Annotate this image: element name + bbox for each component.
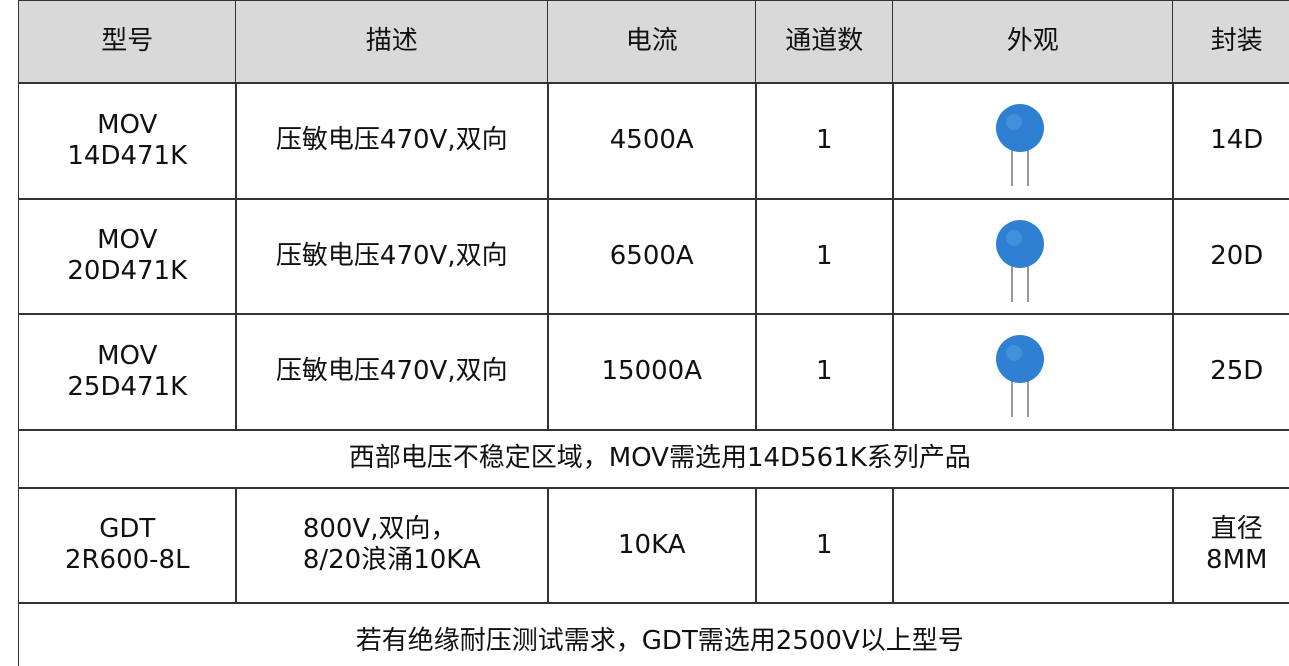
component-image	[996, 335, 1044, 417]
table-cell: 1	[755, 82, 894, 200]
cell-text: 电流	[625, 26, 678, 57]
cell-text: 若有绝缘耐压测试需求，GDT需选用2500V以上型号	[355, 626, 964, 657]
cell-text: 25D	[1210, 356, 1264, 387]
table-cell: 若有绝缘耐压测试需求，GDT需选用2500V以上型号	[18, 602, 1289, 666]
table-cell: 800V,双向， 8/20浪涌10KA	[235, 487, 549, 604]
table-cell: 1	[755, 198, 894, 315]
table-cell: 1	[755, 487, 894, 604]
cell-text: 1	[815, 125, 833, 156]
table-cell: 14D	[1172, 82, 1289, 200]
table-cell	[892, 198, 1174, 315]
table-cell	[892, 487, 1174, 604]
table-cell: 10KA	[547, 487, 757, 604]
component-image	[996, 104, 1044, 186]
header-cell: 外观	[892, 0, 1174, 84]
table-cell: 压敏电压470V,双向	[235, 82, 549, 200]
cell-text: 4500A	[609, 125, 694, 156]
cell-text: 通道数	[785, 26, 864, 57]
header-cell: 封装	[1172, 0, 1289, 84]
table-cell: 压敏电压470V,双向	[235, 198, 549, 315]
cell-text: 1	[815, 240, 833, 271]
cell-text: 1	[815, 356, 833, 387]
cell-text: 压敏电压470V,双向	[275, 125, 508, 156]
table-cell: 6500A	[547, 198, 757, 315]
table-cell: MOV 14D471K	[18, 82, 237, 200]
cell-text: 15000A	[601, 356, 703, 387]
cell-text: 外观	[1006, 26, 1059, 57]
header-cell: 型号	[18, 0, 237, 84]
cell-text: 14D	[1210, 125, 1264, 156]
table-cell: 25D	[1172, 313, 1289, 431]
table-cell: GDT 2R600-8L	[18, 487, 237, 604]
header-cell: 通道数	[755, 0, 894, 84]
component-image	[996, 220, 1044, 302]
table-cell: MOV 25D471K	[18, 313, 237, 431]
cell-text: GDT 2R600-8L	[64, 514, 190, 576]
cell-text: MOV 14D471K	[67, 109, 188, 171]
cell-text: 压敏电压470V,双向	[275, 240, 508, 271]
table-cell: 15000A	[547, 313, 757, 431]
cell-text: MOV 25D471K	[67, 340, 188, 402]
table-cell: 1	[755, 313, 894, 431]
cell-text: 封装	[1210, 26, 1263, 57]
table-cell: 直径 8MM	[1172, 487, 1289, 604]
table-cell: 4500A	[547, 82, 757, 200]
table-cell	[892, 313, 1174, 431]
cell-text: 直径 8MM	[1206, 514, 1268, 576]
cell-text: 20D	[1210, 240, 1264, 271]
table-cell: MOV 20D471K	[18, 198, 237, 315]
header-cell: 描述	[235, 0, 549, 84]
cell-text: 10KA	[618, 529, 686, 560]
header-cell: 电流	[547, 0, 757, 84]
cell-text: MOV 20D471K	[67, 225, 188, 287]
table-cell: 西部电压不稳定区域，MOV需选用14D561K系列产品	[18, 429, 1289, 489]
cell-text: 800V,双向， 8/20浪涌10KA	[302, 514, 481, 576]
cell-text: 型号	[101, 26, 154, 57]
cell-text: 1	[815, 529, 833, 560]
table-cell	[892, 82, 1174, 200]
table-cell: 20D	[1172, 198, 1289, 315]
cell-text: 压敏电压470V,双向	[275, 356, 508, 387]
cell-text: 西部电压不稳定区域，MOV需选用14D561K系列产品	[348, 443, 971, 474]
table-cell: 压敏电压470V,双向	[235, 313, 549, 431]
cell-text: 描述	[365, 26, 418, 57]
cell-text: 6500A	[609, 240, 694, 271]
